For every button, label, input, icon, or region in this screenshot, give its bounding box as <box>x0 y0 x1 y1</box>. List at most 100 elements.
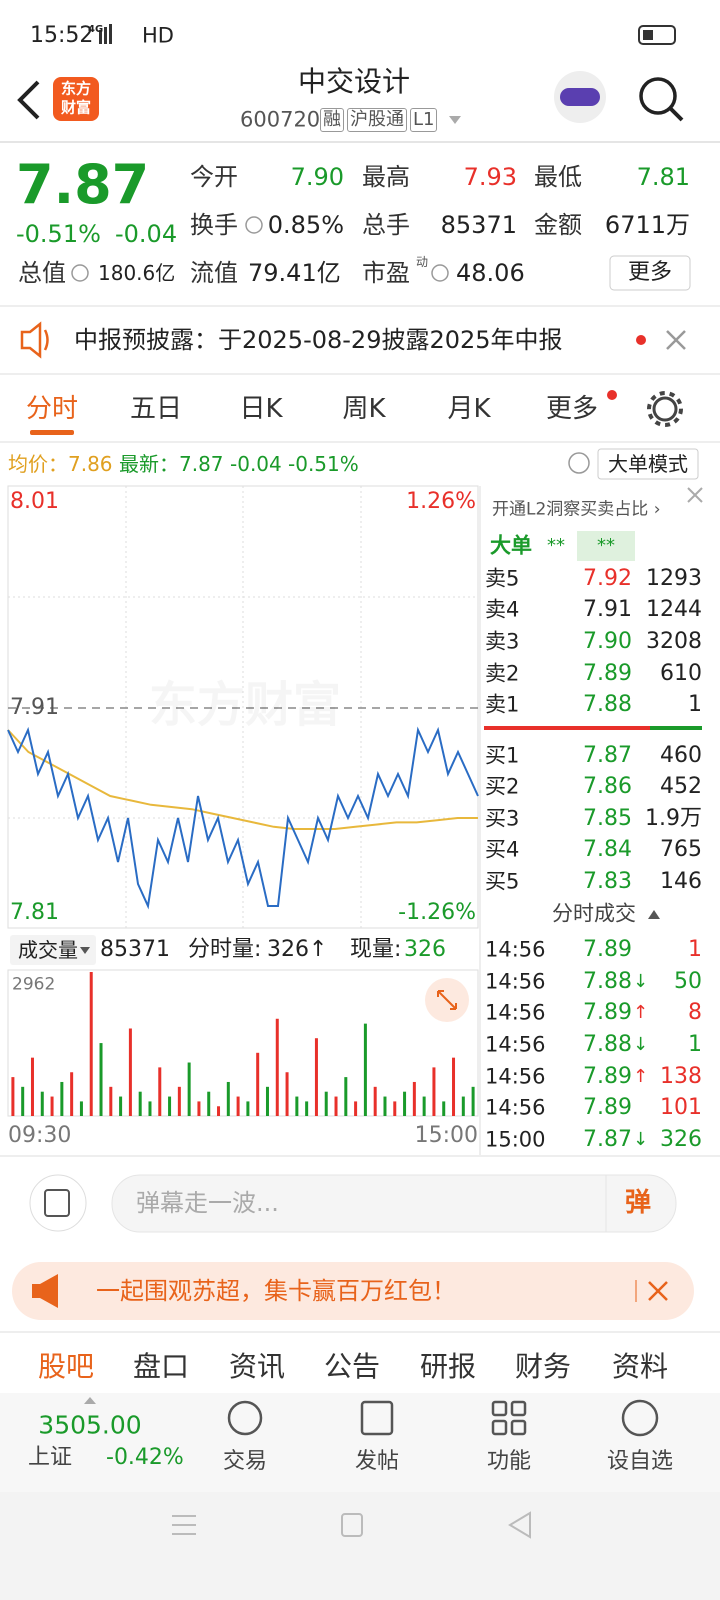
more-button[interactable]: 更多 <box>627 260 673 285</box>
help-icon[interactable] <box>568 452 590 474</box>
nav-item[interactable]: 交易 <box>222 1449 268 1474</box>
back-key[interactable] <box>508 1511 531 1539</box>
volume-bar <box>89 972 93 1116</box>
pct-max-label: 1.26% <box>406 489 476 514</box>
close-notice[interactable] <box>666 330 686 350</box>
close-banner[interactable] <box>648 1281 668 1301</box>
order-label: 卖1 <box>485 692 520 717</box>
tab[interactable]: 日K <box>239 394 283 424</box>
trade-volume: 101 <box>660 1095 702 1120</box>
change: -0.04 <box>115 220 178 248</box>
trade-volume: 138 <box>660 1064 702 1089</box>
volume-bar <box>11 1077 15 1116</box>
settings-icon[interactable] <box>652 396 678 422</box>
tab[interactable]: 五日 <box>129 394 183 424</box>
y-min-label: 7.81 <box>10 900 59 925</box>
danmu-settings[interactable] <box>29 1174 87 1232</box>
field-label: 总值 <box>18 259 66 287</box>
field-value: 79.41亿 <box>248 259 341 287</box>
big-value: ** <box>597 535 615 556</box>
post-icon[interactable] <box>360 1400 394 1436</box>
trade-time: 15:00 <box>485 1127 546 1152</box>
tab[interactable]: 月K <box>447 394 491 424</box>
volume-bar <box>461 1096 465 1116</box>
volume-max-label: 2962 <box>12 974 56 995</box>
volume-label[interactable]: 成交量 <box>18 938 78 962</box>
tab[interactable]: 周K <box>342 394 386 424</box>
trade-price: 7.88 <box>583 969 632 994</box>
order-label: 买4 <box>485 837 520 862</box>
bottom-tab[interactable]: 研报 <box>419 1350 477 1383</box>
order-volume: 3208 <box>646 629 702 654</box>
index-value[interactable]: 3505.00 <box>38 1410 142 1440</box>
banner-bg[interactable] <box>12 1262 694 1320</box>
volume-bar <box>471 1086 475 1116</box>
stock-name: 中交设计 <box>297 65 411 98</box>
trade-volume: 326 <box>660 1127 702 1152</box>
volume-bar <box>363 1023 367 1116</box>
volume-bar <box>128 1028 132 1116</box>
search-icon[interactable] <box>639 77 677 115</box>
nav-item[interactable]: 功能 <box>486 1449 532 1474</box>
info-text: -0.51% <box>288 452 359 476</box>
volume-bar <box>217 1106 221 1116</box>
volume-bar <box>452 1057 456 1116</box>
tab[interactable]: 更多 <box>545 394 599 424</box>
tab[interactable]: 分时 <box>25 394 79 424</box>
field-value: 7.81 <box>636 163 690 191</box>
order-price: 7.87 <box>583 743 632 768</box>
trade-price: 7.89 <box>583 1095 632 1120</box>
order-label: 买3 <box>485 806 520 831</box>
order-label: 卖3 <box>485 629 520 654</box>
bottom-tab[interactable]: 盘口 <box>132 1350 190 1383</box>
back-button[interactable] <box>17 80 40 120</box>
volume-bar <box>373 1086 377 1116</box>
watchlist-icon[interactable] <box>621 1399 659 1437</box>
menu-key[interactable] <box>172 1515 196 1535</box>
volume-bar <box>285 1072 289 1116</box>
price-line <box>7 726 479 910</box>
volume-bar <box>70 1072 74 1116</box>
dropdown[interactable] <box>449 116 461 124</box>
banner-text[interactable]: 一起围观苏超，集卡赢百万红包！ <box>96 1277 456 1305</box>
info-text: -0.04 <box>230 452 282 476</box>
function-icon[interactable] <box>491 1400 508 1417</box>
tab-dot <box>607 390 617 400</box>
home-key[interactable] <box>341 1513 363 1537</box>
volume-bar <box>50 1096 54 1116</box>
badge: 沪股通 <box>347 108 407 132</box>
price: 7.87 <box>16 153 150 216</box>
send-button[interactable]: 弹 <box>624 1188 652 1218</box>
index-name: 上证 <box>28 1445 73 1470</box>
volume-bar <box>60 1081 64 1116</box>
bottom-tab[interactable]: 股吧 <box>37 1350 95 1383</box>
field-value: 48.06 <box>456 259 525 287</box>
nav-item[interactable]: 设自选 <box>606 1449 674 1474</box>
close-promo[interactable] <box>687 487 703 503</box>
logo <box>53 77 99 121</box>
logo-text: 财富 <box>60 98 92 117</box>
bottom-tab[interactable]: 资料 <box>611 1350 669 1383</box>
trade-volume: 1 <box>688 937 702 962</box>
nav-item[interactable]: 发帖 <box>354 1449 400 1474</box>
bottom-tab[interactable]: 财务 <box>514 1350 572 1383</box>
volume-select[interactable] <box>10 935 96 965</box>
trade-time: 14:56 <box>485 1000 546 1025</box>
mode-button[interactable]: 大单模式 <box>608 452 688 476</box>
comment-placeholder[interactable]: 弹幕走一波... <box>136 1189 279 1217</box>
collapse-icon[interactable] <box>648 910 660 919</box>
field-label: 最低 <box>534 163 582 191</box>
volume-bar <box>226 1081 230 1116</box>
promo[interactable]: 开通L2洞察买卖占比 › <box>492 499 661 520</box>
trade-icon[interactable] <box>227 1400 263 1436</box>
bottom-tab[interactable]: 资讯 <box>228 1350 286 1383</box>
comment-input[interactable] <box>111 1174 677 1233</box>
mode-button[interactable] <box>597 448 699 480</box>
tab-arrow <box>84 1397 96 1404</box>
megaphone-icon <box>32 1274 58 1308</box>
trade-price: 7.89 <box>583 1000 632 1025</box>
volume-bar <box>236 1096 240 1116</box>
more-button[interactable] <box>609 255 691 291</box>
volume-bar <box>177 1086 181 1116</box>
bottom-tab[interactable]: 公告 <box>323 1350 381 1383</box>
